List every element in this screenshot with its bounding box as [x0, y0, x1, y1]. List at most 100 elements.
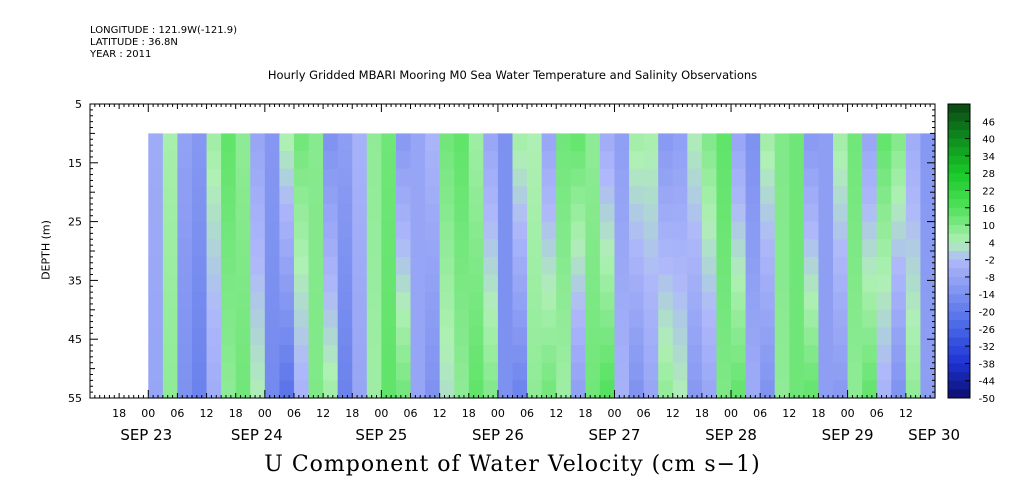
colorbar-swatch	[948, 389, 970, 399]
heatmap-cell	[701, 239, 718, 258]
heatmap-cell	[585, 168, 601, 187]
heatmap-cell	[731, 151, 747, 170]
heatmap-cell	[264, 362, 280, 381]
heatmap-cell	[614, 203, 630, 223]
heatmap-cell	[687, 345, 703, 364]
heatmap-cell	[658, 186, 674, 205]
heatmap-cell	[366, 256, 382, 276]
heatmap-cell	[177, 309, 193, 329]
heatmap-cell	[745, 151, 761, 170]
heatmap-cell	[395, 151, 412, 170]
heatmap-cell	[876, 309, 892, 329]
heatmap-cell	[483, 309, 499, 329]
heatmap-cell	[760, 203, 776, 223]
heatmap-cell	[264, 186, 280, 205]
x-tick-label: 00	[141, 407, 155, 420]
heatmap-cell	[410, 292, 426, 311]
heatmap-cell	[556, 380, 572, 399]
heatmap-cell	[629, 327, 645, 346]
heatmap-cell	[395, 327, 412, 346]
heatmap-cell	[439, 274, 455, 293]
heatmap-cell	[235, 186, 251, 205]
heatmap-cell	[337, 203, 353, 223]
heatmap-cell	[556, 292, 572, 311]
heatmap-cell	[337, 168, 353, 187]
heatmap-cell	[862, 362, 878, 381]
heatmap-cell	[264, 345, 280, 364]
heatmap-cell	[191, 345, 208, 364]
heatmap-cell	[731, 221, 747, 240]
colorbar-swatch	[948, 181, 970, 191]
heatmap-cell	[789, 168, 805, 187]
heatmap-cell	[760, 327, 776, 346]
heatmap-cell	[279, 327, 295, 346]
heatmap-cell	[352, 362, 368, 381]
heatmap-cell	[541, 327, 557, 346]
heatmap-cell	[891, 345, 907, 364]
heatmap-cell	[920, 221, 936, 240]
heatmap-cell	[905, 186, 922, 205]
heatmap-cell	[789, 362, 805, 381]
heatmap-cell	[323, 186, 339, 205]
heatmap-cell	[250, 221, 266, 240]
heatmap-cell	[148, 256, 164, 276]
heatmap-cell	[716, 309, 732, 329]
heatmap-cell	[410, 362, 426, 381]
heatmap-cell	[148, 309, 164, 329]
heatmap-cell	[891, 309, 907, 329]
heatmap-cell	[585, 203, 601, 223]
heatmap-cell	[774, 309, 790, 329]
heatmap-cell	[643, 151, 659, 170]
heatmap-cell	[731, 203, 747, 223]
heatmap-cell	[876, 133, 892, 152]
heatmap-cell	[672, 274, 688, 293]
heatmap-cell	[323, 362, 339, 381]
heatmap-cell	[862, 256, 878, 276]
heatmap-cell	[658, 133, 674, 152]
heatmap-cell	[497, 168, 514, 187]
heatmap-cell	[191, 203, 208, 223]
heatmap-cell	[177, 380, 193, 399]
colorbar-label: 10	[982, 221, 995, 232]
heatmap-cell	[760, 362, 776, 381]
heatmap-cell	[395, 133, 412, 152]
heatmap-cell	[731, 239, 747, 258]
x-day-label: SEP 30	[908, 426, 960, 444]
heatmap-cell	[920, 292, 936, 311]
heatmap-cell	[206, 345, 222, 364]
heatmap-cell	[847, 239, 863, 258]
heatmap-cell	[250, 186, 266, 205]
heatmap-cell	[527, 256, 543, 276]
heatmap-cell	[221, 309, 237, 329]
heatmap-cell	[760, 133, 776, 152]
heatmap-cell	[658, 168, 674, 187]
heatmap-cell	[293, 292, 310, 311]
heatmap-cell	[264, 380, 280, 399]
heatmap-cell	[366, 151, 382, 170]
heatmap-cell	[760, 274, 776, 293]
heatmap-cell	[701, 309, 718, 329]
heatmap-cell	[468, 380, 484, 399]
heatmap-cell	[410, 151, 426, 170]
heatmap-cell	[803, 380, 820, 399]
heatmap-cell	[497, 292, 514, 311]
heatmap-cell	[279, 274, 295, 293]
colorbar-border	[947, 103, 971, 399]
heatmap-cell	[235, 151, 251, 170]
heatmap-cell	[570, 151, 586, 170]
heatmap-cell	[410, 327, 426, 346]
colorbar-swatch	[948, 173, 970, 183]
heatmap-cell	[716, 256, 732, 276]
heatmap-cell	[701, 292, 718, 311]
heatmap-cell	[439, 309, 455, 329]
heatmap-cell	[366, 327, 382, 346]
heatmap-cell	[891, 151, 907, 170]
heatmap-cell	[454, 151, 470, 170]
heatmap-cell	[760, 292, 776, 311]
heatmap-cell	[439, 256, 455, 276]
heatmap-cell	[279, 221, 295, 240]
y-axis-label: DEPTH (m)	[39, 220, 53, 280]
heatmap-cell	[643, 133, 659, 152]
heatmap-cell	[745, 309, 761, 329]
